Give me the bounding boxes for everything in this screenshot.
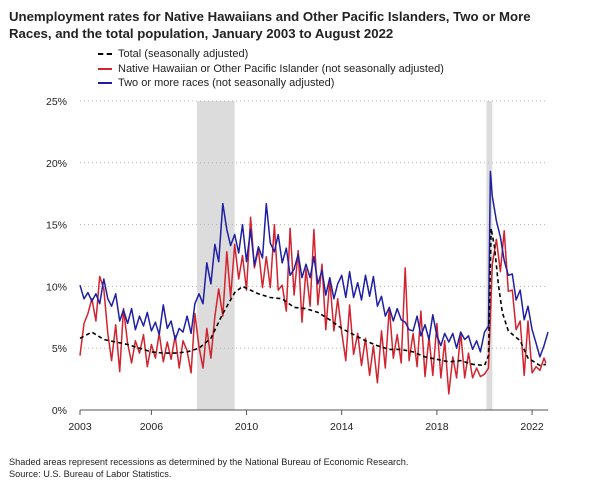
footer-note: Shaded areas represent recessions as det… [9, 457, 409, 467]
legend-item-total: Total (seasonally adjusted) [98, 47, 444, 62]
legend-swatch-nhopi [98, 67, 112, 70]
y-tick-label-5: 25% [46, 96, 67, 108]
y-tick-label-3: 15% [46, 220, 67, 232]
y-tick-label-4: 20% [46, 158, 67, 170]
legend: Total (seasonally adjusted) Native Hawai… [98, 47, 444, 91]
y-tick-label-0: 0% [52, 405, 67, 417]
legend-item-nhopi: Native Hawaiian or Other Pacific Islande… [98, 62, 444, 77]
chart-title: Unemployment rates for Native Hawaiians … [9, 9, 531, 41]
x-tick-label-3: 2014 [330, 421, 354, 433]
series-line-1 [79, 216, 547, 395]
x-tick-label-4: 2018 [425, 421, 449, 433]
y-tick-label-1: 5% [52, 343, 67, 355]
y-tick-label-2: 10% [46, 281, 67, 293]
series-line-2 [79, 170, 549, 358]
legend-swatch-total [98, 53, 112, 56]
legend-item-two-or-more: Two or more races (not seasonally adjust… [98, 76, 444, 91]
legend-label-total: Total (seasonally adjusted) [118, 48, 249, 60]
footer-source: Source: U.S. Bureau of Labor Statistics. [9, 469, 172, 479]
legend-label-nhopi: Native Hawaiian or Other Pacific Islande… [118, 62, 444, 75]
x-tick-label-1: 2006 [140, 421, 164, 433]
series-line-0 [79, 227, 547, 367]
legend-swatch-two-or-more [98, 82, 112, 85]
x-tick-label-2: 2010 [235, 421, 259, 433]
x-tick-label-5: 2022 [520, 421, 544, 433]
legend-label-two-or-more: Two or more races (not seasonally adjust… [118, 77, 335, 89]
footer: Shaded areas represent recessions as det… [9, 456, 408, 480]
x-tick-label-0: 2003 [68, 421, 92, 433]
